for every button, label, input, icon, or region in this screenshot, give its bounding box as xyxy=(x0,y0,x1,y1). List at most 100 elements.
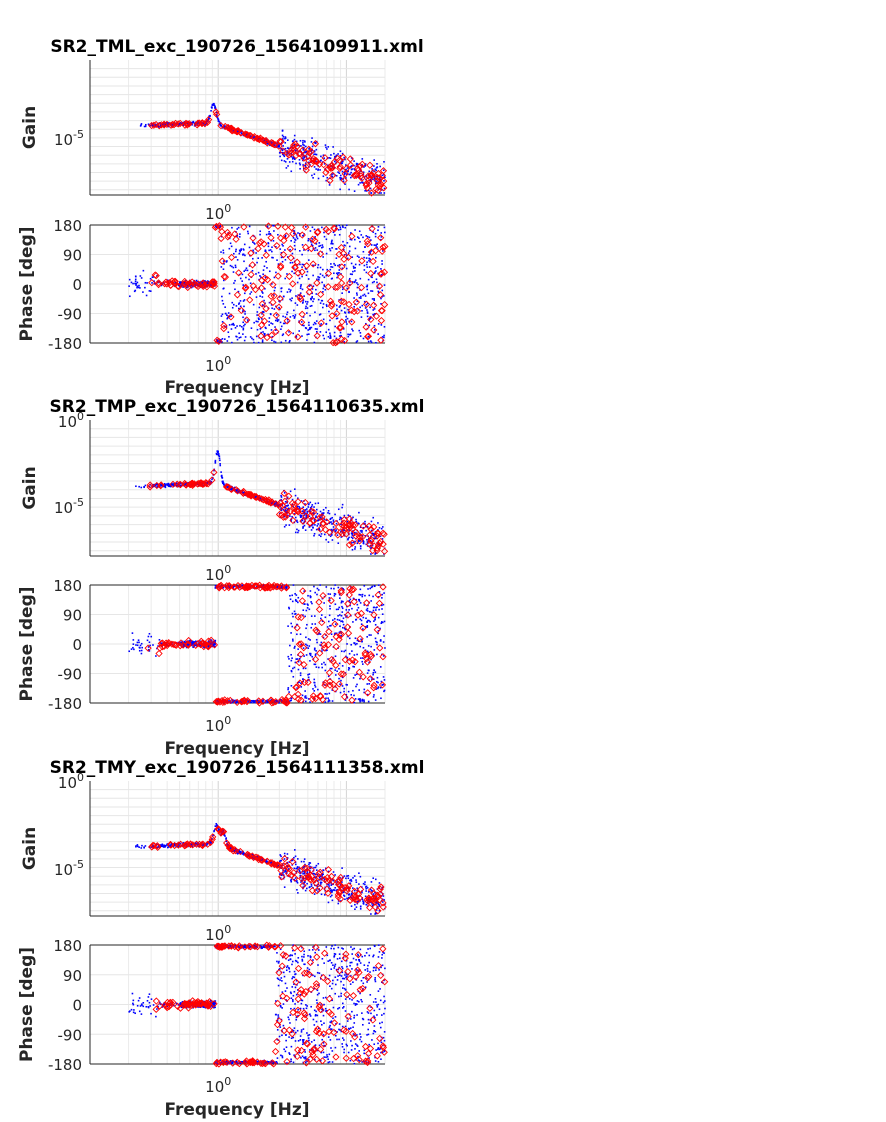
gain-point-blue xyxy=(315,160,317,163)
phase-point-blue xyxy=(347,335,350,338)
gain-point-blue xyxy=(343,529,346,532)
gain-point-blue xyxy=(304,162,307,164)
phase-point-blue xyxy=(177,284,180,287)
phase-point-blue xyxy=(326,305,328,307)
phase-point-blue xyxy=(366,636,368,638)
phase-point-blue xyxy=(312,274,314,277)
phase-point-blue xyxy=(309,596,312,599)
gain-point-blue xyxy=(168,121,170,124)
phase-point-blue xyxy=(311,623,314,625)
gain-point-blue xyxy=(328,522,331,524)
tick-label: 100 xyxy=(205,563,231,584)
gain-point-blue xyxy=(143,125,146,128)
gain-point-red xyxy=(280,489,288,497)
gain-point-blue xyxy=(232,129,235,132)
phase-point-blue xyxy=(315,330,318,333)
gain-point-blue xyxy=(303,524,306,527)
phase-point-blue xyxy=(342,240,344,243)
phase-point-blue xyxy=(262,273,264,276)
gain-point-blue xyxy=(379,181,382,183)
gain-point-blue xyxy=(325,506,327,509)
gain-point-blue xyxy=(361,158,364,160)
gain-point-blue xyxy=(345,177,347,179)
gain-point-blue xyxy=(166,483,168,485)
gain-point-blue xyxy=(296,528,298,531)
phase-point-blue xyxy=(328,310,330,313)
gain-point-red xyxy=(201,120,209,128)
phase-point-red xyxy=(326,297,335,305)
phase-point-blue xyxy=(224,338,226,340)
phase-point-red xyxy=(340,693,349,701)
phase-point-blue xyxy=(310,626,313,629)
phase-point-blue xyxy=(314,623,317,625)
phase-point-blue xyxy=(291,600,294,603)
phase-point-blue xyxy=(230,245,233,248)
gain-point-red xyxy=(247,491,255,499)
phase-point-blue xyxy=(201,282,203,284)
gain-point-blue xyxy=(167,485,170,487)
phase-point-blue xyxy=(380,236,383,238)
phase-point-red xyxy=(226,696,234,705)
phase-point-blue xyxy=(246,230,249,233)
phase-point-blue xyxy=(221,585,224,587)
phase-point-blue xyxy=(366,302,369,305)
gain-point-blue xyxy=(311,523,314,526)
phase-point-blue xyxy=(146,282,148,284)
gain-point-red xyxy=(326,176,334,185)
gain-point-red xyxy=(290,141,298,149)
phase-point-blue xyxy=(293,309,295,312)
gain-point-blue xyxy=(285,510,287,512)
phase-point-blue xyxy=(222,586,225,589)
gain-point-blue xyxy=(354,546,357,548)
phase-point-blue xyxy=(303,603,305,605)
gain-point-blue xyxy=(326,176,329,179)
gain-point-blue xyxy=(161,482,164,485)
phase-point-blue xyxy=(316,593,318,596)
gain-point-red xyxy=(366,161,374,169)
gain-point-blue xyxy=(367,540,370,543)
phase-point-blue xyxy=(358,329,361,332)
gain-point-blue xyxy=(331,516,334,519)
phase-point-blue xyxy=(187,644,189,647)
gain-point-blue xyxy=(339,174,342,177)
gain-point-blue xyxy=(205,122,208,125)
gain-point-red xyxy=(228,127,236,135)
gain-point-blue xyxy=(347,514,350,517)
phase-point-blue xyxy=(320,614,323,616)
gain-point-blue xyxy=(184,483,187,486)
gain-point-blue xyxy=(215,115,218,117)
phase-point-blue xyxy=(288,658,290,660)
phase-point-blue xyxy=(330,242,332,245)
gain-point-blue xyxy=(372,178,374,181)
phase-point-blue xyxy=(295,600,298,603)
phase-point-blue xyxy=(305,327,308,330)
phase-point-blue xyxy=(314,247,317,249)
phase-point-blue xyxy=(242,248,245,250)
tick-label: 100 xyxy=(58,410,84,431)
gain-point-blue xyxy=(297,497,299,500)
gain-point-red xyxy=(367,525,375,533)
gain-point-blue xyxy=(375,167,378,169)
gain-point-blue xyxy=(223,484,226,487)
gain-point-blue xyxy=(266,143,269,145)
phase-point-blue xyxy=(383,620,386,623)
phase-point-red xyxy=(292,683,301,691)
phase-point-red xyxy=(333,309,341,318)
gain-point-blue xyxy=(283,160,286,162)
phase-point-blue xyxy=(355,685,357,688)
phase-point-blue xyxy=(148,290,151,292)
gain-point-blue xyxy=(353,168,355,170)
phase-point-blue xyxy=(375,688,377,690)
phase-point-blue xyxy=(320,663,323,665)
phase-point-blue xyxy=(291,270,293,273)
phase-point-blue xyxy=(297,596,300,599)
gain-point-red xyxy=(146,483,154,491)
phase-point-blue xyxy=(302,667,305,670)
phase-point-blue xyxy=(242,300,245,302)
gain-point-blue xyxy=(285,505,288,507)
gain-point-blue xyxy=(218,455,221,458)
phase-point-red xyxy=(318,618,326,627)
phase-point-blue xyxy=(293,647,296,649)
phase-point-blue xyxy=(284,322,286,325)
phase-point-blue xyxy=(362,250,365,253)
